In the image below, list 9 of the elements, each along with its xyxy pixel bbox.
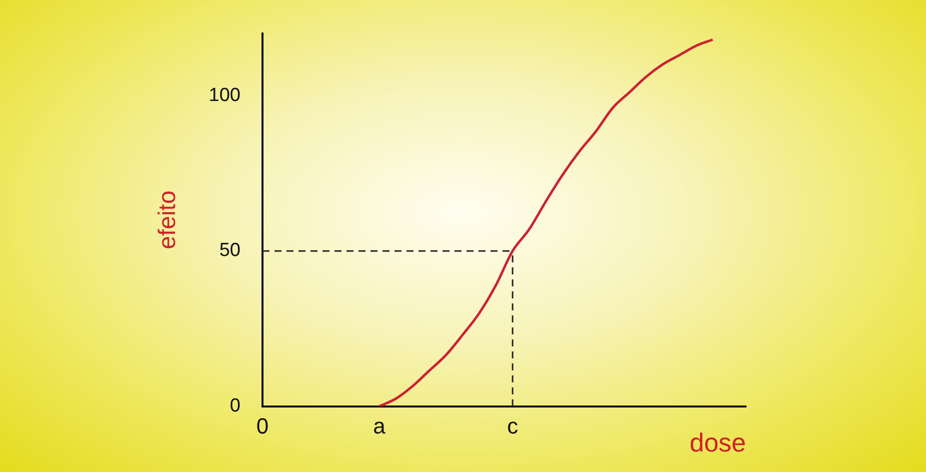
y-tick-label: 0 bbox=[230, 396, 240, 417]
line-series bbox=[378, 38, 714, 406]
x-tick-label: a bbox=[373, 414, 386, 439]
x-tick-label: 0 bbox=[256, 414, 269, 439]
x-tick-label: c bbox=[507, 414, 518, 439]
x-axis-title: dose bbox=[690, 428, 746, 458]
y-axis-title: efeito bbox=[154, 190, 182, 250]
y-tick-label: 100 bbox=[208, 84, 240, 106]
y-tick-label: 50 bbox=[219, 240, 240, 262]
